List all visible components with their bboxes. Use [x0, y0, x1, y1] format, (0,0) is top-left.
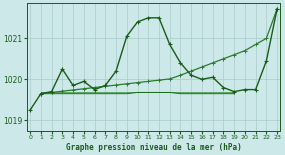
X-axis label: Graphe pression niveau de la mer (hPa): Graphe pression niveau de la mer (hPa)	[66, 143, 241, 152]
